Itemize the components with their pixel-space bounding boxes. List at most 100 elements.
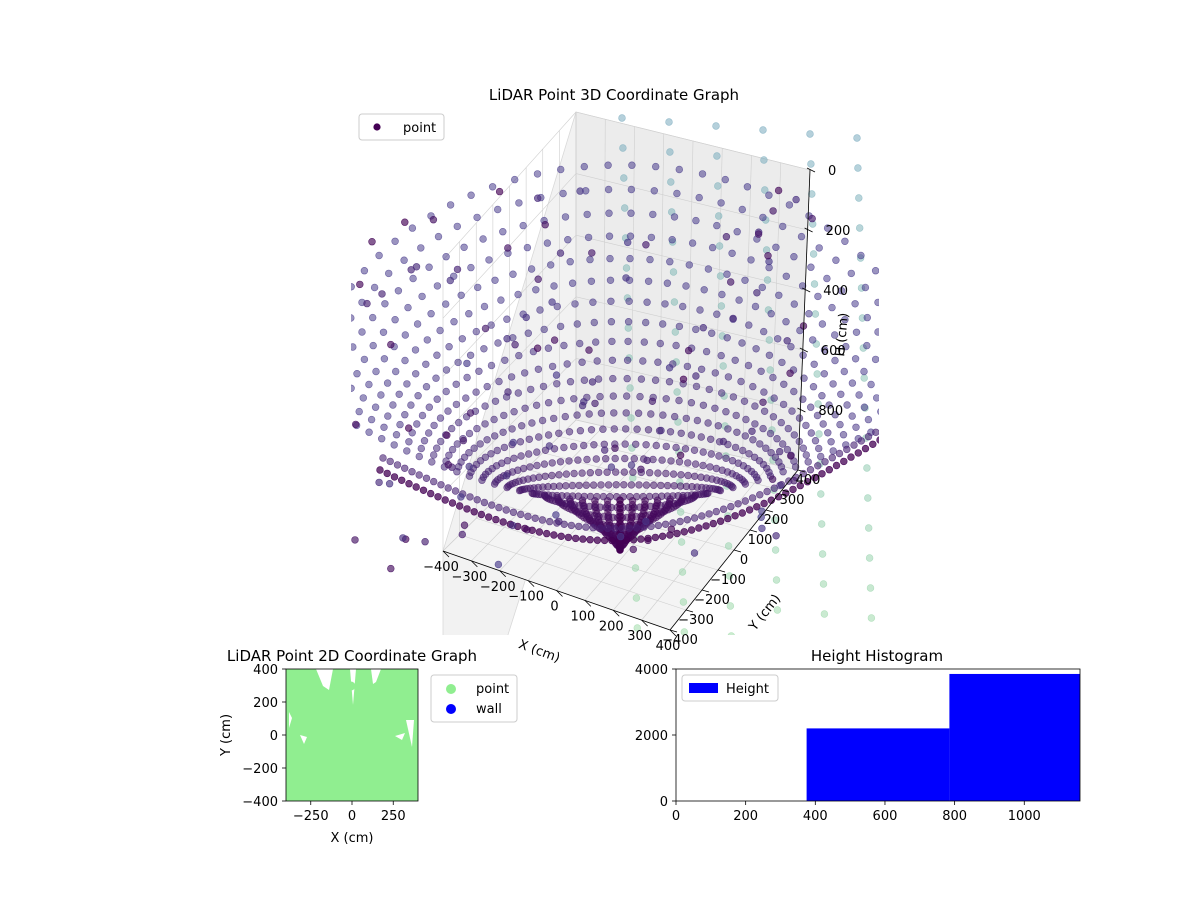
plot-2d-y-tick-label: −200 — [242, 762, 278, 777]
scan-point — [541, 472, 549, 480]
histogram-y-tick-label: 2000 — [635, 729, 668, 744]
scan-point — [499, 428, 507, 436]
wall-point — [669, 268, 678, 276]
scan-point — [649, 481, 658, 489]
scan-point — [852, 423, 860, 431]
scan-point — [479, 235, 487, 243]
scan-point — [562, 482, 570, 490]
scan-point — [646, 255, 654, 264]
scan-point — [738, 509, 746, 517]
scan-point — [599, 492, 608, 501]
scan-point — [696, 306, 704, 314]
scan-point — [419, 486, 428, 494]
scan-point — [570, 469, 578, 478]
scan-point — [723, 270, 731, 278]
scan-point — [604, 161, 612, 169]
scan-point — [460, 243, 468, 252]
scan-point — [514, 389, 522, 397]
scan-point — [829, 447, 837, 455]
plot-2d-y-tick-label: 0 — [270, 729, 278, 744]
scan-point — [704, 265, 713, 273]
scan-point — [624, 318, 633, 326]
scan-point — [566, 258, 574, 266]
scan-point — [540, 460, 549, 468]
legend-2d: point wall — [430, 674, 518, 723]
scan-point — [574, 456, 582, 464]
scan-point — [604, 185, 613, 194]
scan-point — [708, 243, 717, 252]
outlier-point — [555, 517, 563, 526]
wall-point — [761, 186, 769, 194]
scan-point — [724, 425, 732, 433]
scan-point — [782, 272, 790, 280]
scan-point — [647, 410, 655, 418]
scan-point — [483, 436, 491, 444]
wall-point — [810, 280, 819, 288]
scan-point — [713, 221, 721, 230]
scan-point — [641, 318, 650, 327]
scan-point — [591, 338, 600, 346]
scan-point — [480, 498, 489, 507]
scan-point — [659, 411, 667, 419]
scan-point — [622, 409, 630, 417]
z-tick-label: 0 — [828, 164, 836, 179]
scan-point — [654, 521, 663, 530]
scan-point — [412, 483, 420, 491]
y-tick-label: −200 — [694, 593, 730, 608]
outlier-point — [443, 431, 451, 439]
outlier-point — [533, 194, 542, 202]
scan-point — [642, 481, 651, 489]
scan-point — [592, 455, 600, 463]
scan-point — [555, 471, 563, 479]
scan-point — [630, 455, 638, 463]
outlier-point — [627, 461, 636, 469]
scan-point — [751, 402, 759, 410]
scan-point — [640, 338, 648, 346]
scan-point — [772, 243, 780, 252]
outlier-point — [729, 314, 737, 323]
scan-point — [633, 425, 641, 433]
scan-point — [580, 492, 588, 501]
scan-point — [825, 401, 833, 409]
scan-point — [532, 286, 540, 294]
plot-2d: LiDAR Point 2D Coordinate Graph −250 0 250… — [219, 647, 518, 846]
y-tick-label: −100 — [710, 573, 746, 588]
scan-point — [699, 401, 708, 409]
scan-point — [579, 441, 588, 450]
wall-point — [632, 594, 641, 602]
scan-point — [532, 401, 541, 409]
scan-point — [841, 316, 849, 324]
scan-point — [711, 404, 719, 412]
scan-point — [465, 449, 473, 457]
scan-point — [798, 282, 807, 290]
scan-point — [842, 342, 850, 351]
scan-point — [521, 404, 529, 412]
scan-point — [796, 481, 804, 490]
scan-point — [645, 469, 654, 477]
scan-point — [536, 306, 544, 314]
scan-point — [430, 477, 438, 486]
scan-point — [852, 328, 861, 336]
scan-point — [763, 487, 771, 496]
scan-point — [394, 287, 403, 295]
wall-point — [854, 164, 862, 172]
scan-point — [779, 400, 788, 409]
outlier-point — [644, 536, 652, 545]
scan-point — [538, 416, 547, 425]
scan-point — [411, 346, 420, 354]
scan-point — [847, 453, 855, 461]
scan-point — [389, 401, 397, 409]
scan-point — [353, 370, 361, 378]
scan-point — [594, 375, 603, 383]
outlier-point — [764, 252, 772, 260]
scan-point — [351, 343, 357, 351]
scan-point — [448, 445, 457, 454]
outlier-point — [776, 481, 784, 490]
scan-point — [544, 431, 553, 439]
scan-point — [843, 445, 851, 454]
wall-point — [727, 632, 735, 635]
outlier-point — [665, 364, 674, 372]
scan-point — [740, 397, 749, 405]
scan-point — [790, 387, 798, 396]
scan-point — [375, 251, 383, 260]
